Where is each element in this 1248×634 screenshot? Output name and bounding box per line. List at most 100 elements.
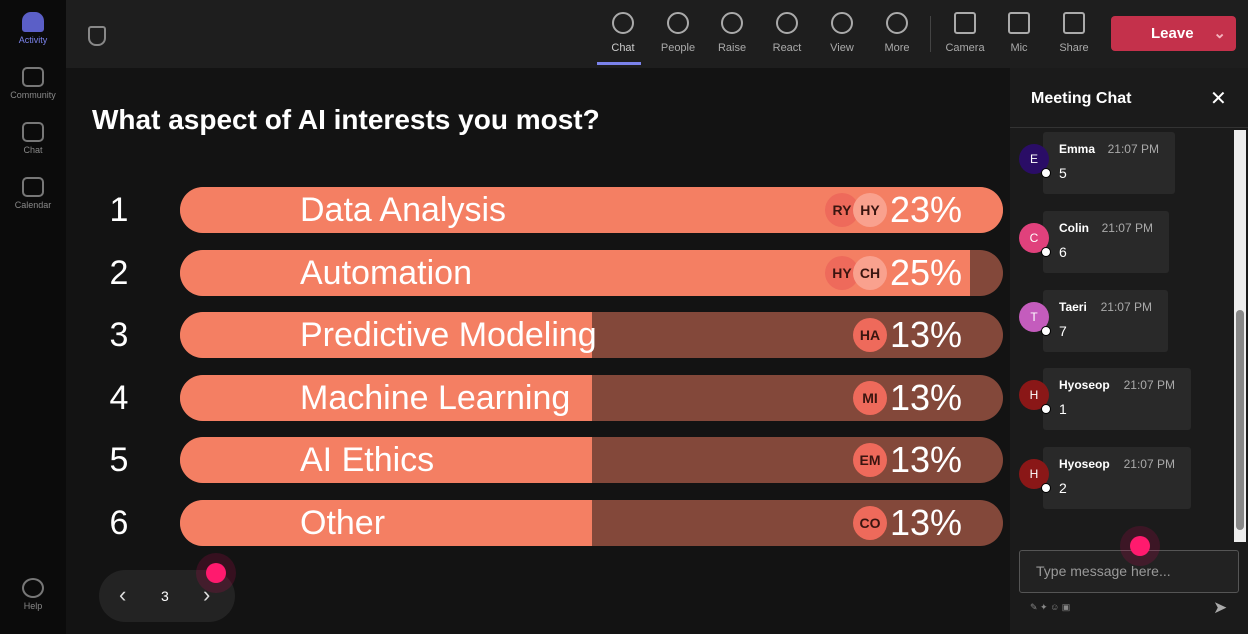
poll-option[interactable]: 1 Data Analysis RY HY 23% xyxy=(100,187,1003,233)
close-button[interactable]: ✕ xyxy=(1210,88,1227,110)
toolbar-button[interactable]: Raise xyxy=(705,12,759,54)
leave-button[interactable]: Leave ⌄ xyxy=(1111,16,1236,51)
rail-label: Calendar xyxy=(14,200,52,210)
option-label: Predictive Modeling xyxy=(300,316,597,354)
option-rank: 1 xyxy=(109,191,129,229)
option-rank: 2 xyxy=(109,253,129,292)
rail-icon xyxy=(22,67,44,87)
option-rank: 3 xyxy=(109,316,129,354)
toolbar-label: View xyxy=(830,42,854,54)
rail-item[interactable]: Community xyxy=(0,67,66,100)
chat-message: H Hyoseop 21:07 PM 2 xyxy=(1019,447,1191,509)
next-button[interactable]: › xyxy=(203,582,211,607)
voter-avatar: EM xyxy=(853,443,887,477)
toolbar-button[interactable]: Mic xyxy=(992,12,1046,54)
message-text: 5 xyxy=(1059,165,1067,181)
message-text: 2 xyxy=(1059,480,1067,496)
option-fill xyxy=(180,374,592,421)
sender-name: Taeri xyxy=(1059,300,1087,314)
toolbar-label: Mic xyxy=(1010,42,1028,54)
cursor-halo xyxy=(1120,526,1160,566)
page-number: 3 xyxy=(161,588,169,604)
message-text: 7 xyxy=(1059,323,1067,339)
option-percent: 25% xyxy=(889,251,962,293)
leave-label: Leave xyxy=(1151,25,1194,42)
toolbar-button[interactable]: Share xyxy=(1047,12,1101,54)
scrollbar[interactable] xyxy=(1234,130,1246,542)
voter-avatar: HY xyxy=(853,193,887,227)
voter-avatar: CH xyxy=(853,255,887,290)
send-button[interactable]: ➤ xyxy=(1213,598,1228,617)
option-bar: Predictive Modeling HA 13% xyxy=(180,312,1003,358)
prev-button[interactable]: ‹ xyxy=(119,582,127,607)
active-underline xyxy=(597,62,641,65)
cursor-halo xyxy=(196,553,236,593)
separator xyxy=(930,16,931,52)
status-dot xyxy=(1041,483,1051,493)
poll-option[interactable]: 4 Machine Learning MI 13% xyxy=(100,374,1003,421)
toolbar-button[interactable]: Camera xyxy=(938,12,992,54)
rail-label: Activity xyxy=(18,35,48,45)
rail-label: Help xyxy=(23,601,43,611)
message-time: 21:07 PM xyxy=(1100,300,1152,314)
toolbar-button[interactable]: Chat xyxy=(596,12,650,54)
voter-avatar: CO xyxy=(853,505,887,540)
sender-name: Hyoseop xyxy=(1059,378,1110,392)
rail-item[interactable]: Chat xyxy=(0,122,66,155)
chat-avatar: H xyxy=(1019,459,1051,493)
rail-item[interactable]: Activity xyxy=(0,12,66,45)
rail-icon xyxy=(22,578,44,598)
sender-name: Colin xyxy=(1059,221,1089,235)
leave-dropdown[interactable]: ⌄ xyxy=(1213,25,1226,42)
message-time: 21:07 PM xyxy=(1123,457,1175,471)
toolbar-icon xyxy=(1063,12,1085,34)
status-dot xyxy=(1041,326,1051,336)
rail-item[interactable]: Help xyxy=(0,578,66,611)
option-bar: AI Ethics EM 13% xyxy=(180,437,1003,483)
voter-avatar: HA xyxy=(853,318,887,352)
message-input[interactable]: Type message here... xyxy=(1019,550,1239,593)
option-percent: 13% xyxy=(889,439,962,480)
status-dot xyxy=(1041,404,1051,414)
option-label: Automation xyxy=(300,253,472,292)
option-label: AI Ethics xyxy=(300,441,435,479)
message-time: 21:07 PM xyxy=(1101,221,1153,235)
poll-option[interactable]: 3 Predictive Modeling HA 13% xyxy=(100,312,1003,358)
toolbar-icon xyxy=(776,12,798,34)
option-rank: 5 xyxy=(109,441,129,479)
chat-message: H Hyoseop 21:07 PM 1 xyxy=(1019,368,1191,430)
toolbar-button[interactable]: View xyxy=(815,12,869,54)
toolbar-label: Chat xyxy=(611,42,635,54)
rail-label: Chat xyxy=(23,145,43,155)
option-label: Data Analysis xyxy=(300,191,506,229)
poll-option[interactable]: 2 Automation HY CH 25% xyxy=(100,249,1003,296)
toolbar-icon xyxy=(1008,12,1030,34)
poll-question: What aspect of AI interests you most? xyxy=(92,104,600,135)
rail-label: Community xyxy=(10,90,56,100)
sender-name: Hyoseop xyxy=(1059,457,1110,471)
chat-message: T Taeri 21:07 PM 7 xyxy=(1019,290,1168,352)
toolbar-icon xyxy=(954,12,976,34)
format-icons[interactable]: ✎ ✦ ☺ ▣ xyxy=(1030,602,1071,612)
toolbar-button[interactable]: React xyxy=(760,12,814,54)
rail-icon xyxy=(22,122,44,142)
message-time: 21:07 PM xyxy=(1123,378,1175,392)
chat-avatar: H xyxy=(1019,380,1051,414)
toolbar-label: More xyxy=(884,42,910,54)
status-dot xyxy=(1041,168,1051,178)
chat-panel: Meeting Chat ✕ E Emma 21:07 PM 5 C Colin 21:07… xyxy=(1010,68,1248,634)
poll-option[interactable]: 5 AI Ethics EM 13% xyxy=(100,437,1003,483)
toolbar-icon xyxy=(831,12,853,34)
divider xyxy=(1010,127,1248,128)
toolbar-icon xyxy=(667,12,689,34)
toolbar-button[interactable]: More xyxy=(870,12,924,54)
option-percent: 13% xyxy=(889,376,962,418)
rail-item[interactable]: Calendar xyxy=(0,177,66,210)
status-dot xyxy=(1041,247,1051,257)
poll-option[interactable]: 6 Other CO 13% xyxy=(100,499,1003,546)
toolbar-button[interactable]: People xyxy=(651,12,705,54)
option-bar: Data Analysis RY HY 23% xyxy=(180,187,1003,233)
option-bar: Machine Learning MI 13% xyxy=(180,374,1003,421)
app-rail: Activity Community Chat Calendar Help xyxy=(0,0,66,634)
